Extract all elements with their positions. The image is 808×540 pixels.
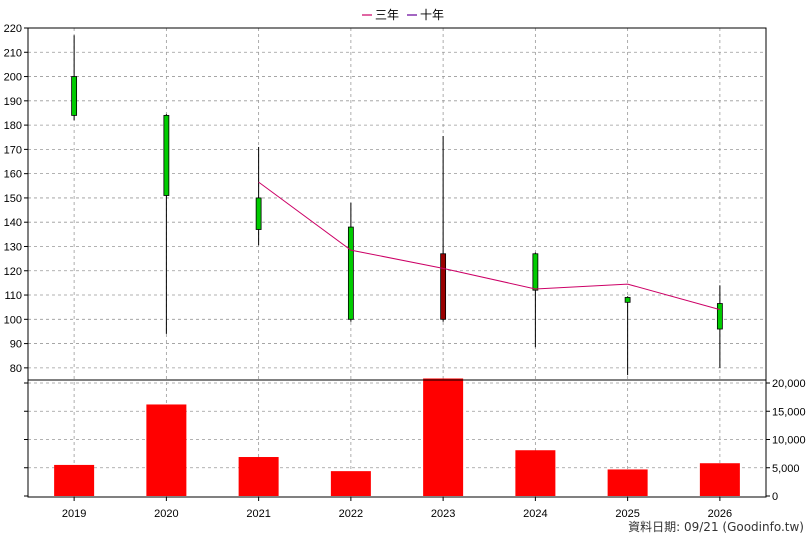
volume-bar [515,450,556,496]
candle-body [716,303,723,330]
price-tick-label: 180 [4,120,22,132]
volume-tick-label: 5,000 [772,463,800,475]
price-gridlines [28,27,766,369]
price-tick-label: 150 [4,193,22,205]
candle-body [71,76,78,116]
x-tick-label: 2025 [615,508,639,520]
moving-average-lines [258,181,721,311]
x-tick-label: 2026 [708,508,732,520]
candle-body [440,253,447,320]
volume-tick-label: 10,000 [772,435,806,447]
price-tick-label: 170 [4,144,22,156]
data-source-footer: 資料日期: 09/21 (Goodinfo.tw) [628,520,804,534]
volume-bar [699,463,740,496]
volume-bar [423,378,464,496]
legend: 三年 十年 [362,8,444,22]
price-tick-label: 130 [4,241,22,253]
price-tick-label: 90 [10,339,22,351]
candle-body [624,297,631,303]
candles [71,35,723,376]
price-axis-ticks: 80 90 100 110 120 130 140 150 160 170 180 190 200 210… [4,23,28,375]
price-tick-label: 120 [4,266,22,278]
price-tick-label: 210 [4,47,22,59]
candle-body [532,253,539,291]
volume-bar [238,457,279,496]
price-tick-label: 160 [4,169,22,181]
candle-body [163,114,170,196]
price-tick-label: 200 [4,72,22,84]
volume-bar [146,404,187,496]
volume-tick-label: 20,000 [772,378,806,390]
volume-tick-label: 0 [772,491,778,503]
candle-body [347,226,354,320]
price-tick-label: 220 [4,23,22,35]
price-tick-label: 190 [4,96,22,108]
x-tick-label: 2021 [246,508,270,520]
x-tick-label: 2022 [339,508,363,520]
price-tick-label: 140 [4,217,22,229]
x-tick-label: 2024 [523,508,547,520]
volume-bars [54,378,740,496]
x-tick-label: 2020 [154,508,178,520]
x-tick-label: 2023 [431,508,455,520]
volume-bar [330,471,371,496]
candle-body [255,197,262,230]
volume-axis-ticks: 0 5,000 10,000 15,000 20,000 [24,378,806,503]
price-tick-label: 110 [4,290,22,302]
price-tick-label: 100 [4,314,22,326]
volume-bar [607,469,648,496]
legend-label-ma3: 三年 [375,8,399,22]
ma-line-three-year [258,181,721,311]
volume-tick-label: 15,000 [772,406,806,418]
volume-panel-border [27,379,767,498]
x-tick-label: 2019 [62,508,86,520]
legend-label-ma10: 十年 [420,8,444,22]
price-tick-label: 80 [10,363,22,375]
x-axis-ticks: 2019 2020 2021 2022 2023 2024 2025 2026 [62,497,732,520]
volume-bar [54,464,95,496]
